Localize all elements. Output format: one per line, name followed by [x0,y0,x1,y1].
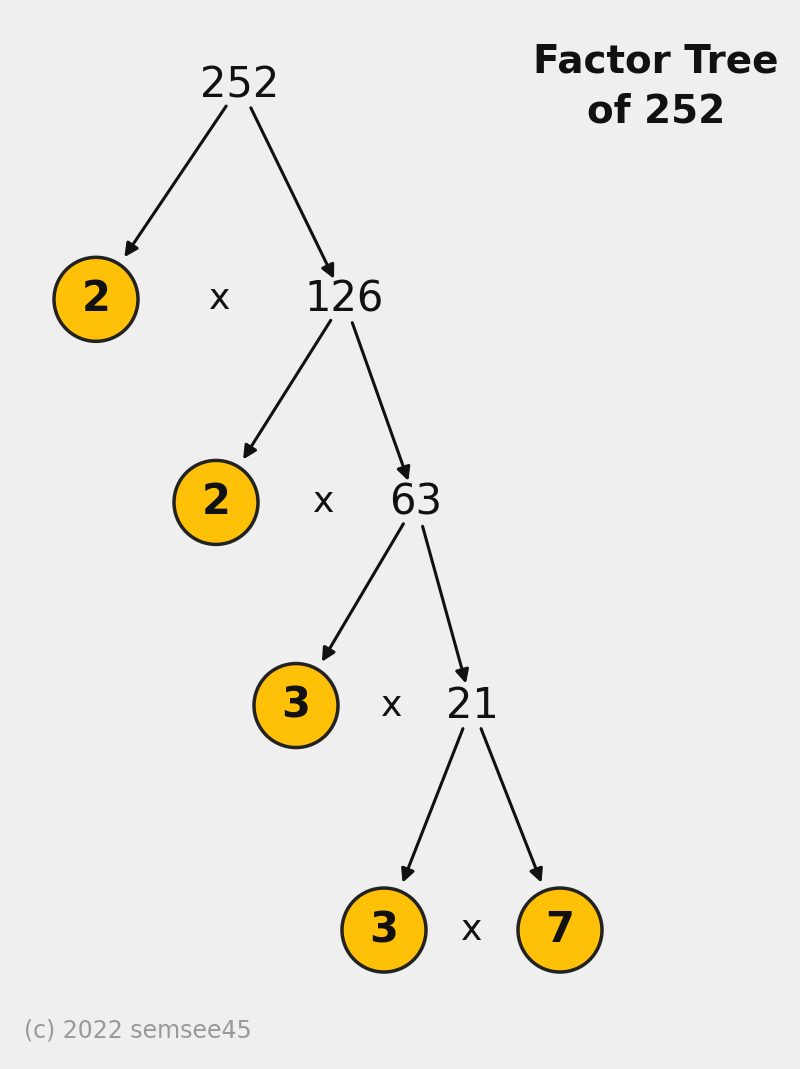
Text: 2: 2 [82,278,110,321]
Text: x: x [314,485,334,520]
Text: 2: 2 [202,481,230,524]
Text: Factor Tree
of 252: Factor Tree of 252 [534,43,778,130]
Ellipse shape [254,664,338,747]
Text: 63: 63 [390,481,442,524]
Text: (c) 2022 semsee45: (c) 2022 semsee45 [24,1019,252,1042]
Text: 252: 252 [200,64,280,107]
Ellipse shape [342,888,426,972]
Text: 21: 21 [446,684,498,727]
Ellipse shape [518,888,602,972]
Text: 3: 3 [282,684,310,727]
Text: x: x [462,913,482,947]
Ellipse shape [54,258,138,341]
Ellipse shape [174,461,258,544]
Text: 3: 3 [370,909,398,951]
Text: 7: 7 [546,909,574,951]
Text: x: x [210,282,230,316]
Text: x: x [382,688,402,723]
Text: 126: 126 [304,278,384,321]
